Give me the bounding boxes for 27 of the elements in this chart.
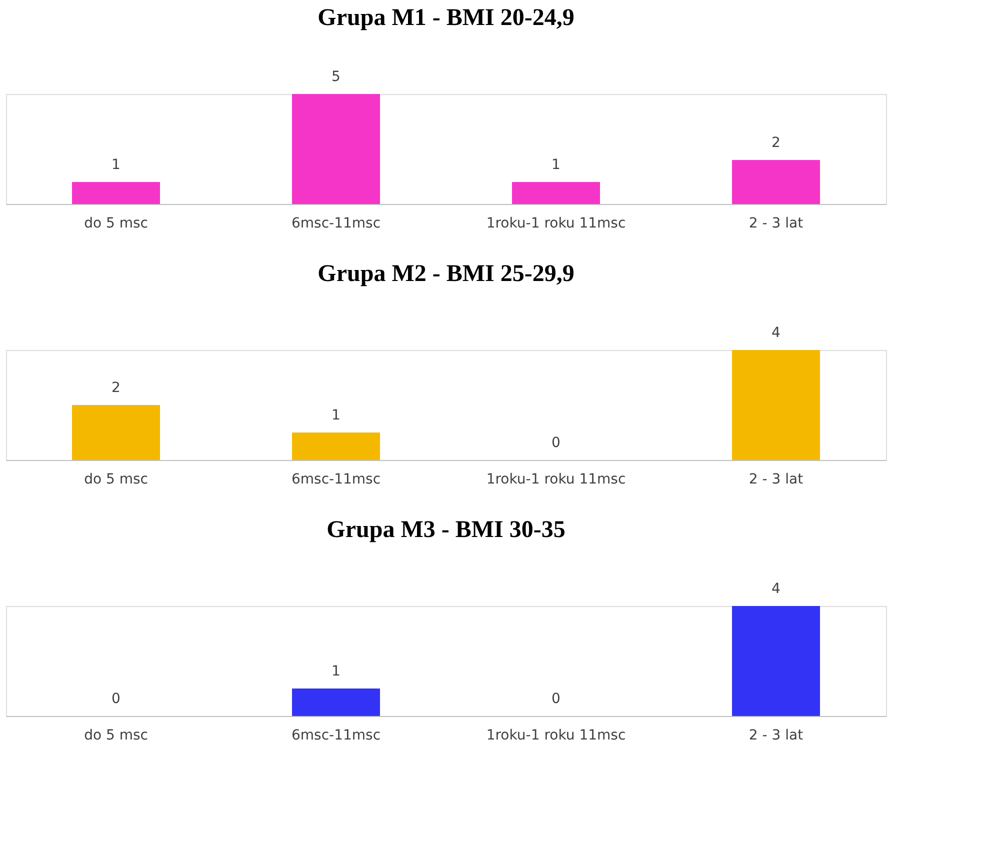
x-tick-label: 1roku-1 roku 11msc <box>486 216 626 232</box>
x-tick-label: 6msc-11msc <box>291 472 381 488</box>
data-label: 5 <box>332 69 340 85</box>
data-label: 1 <box>332 408 340 424</box>
x-tick-label: 6msc-11msc <box>291 216 381 232</box>
x-tick-label: 1roku-1 roku 11msc <box>486 472 626 488</box>
data-label: 2 <box>772 135 780 151</box>
chart-title: Grupa M3 - BMI 30-35 <box>326 517 566 543</box>
data-label: 0 <box>552 691 560 707</box>
data-label: 1 <box>552 157 560 173</box>
x-tick-label: do 5 msc <box>84 472 148 488</box>
x-tick-label: 2 - 3 lat <box>748 472 804 488</box>
x-tick-label: 6msc-11msc <box>291 728 381 744</box>
x-tick-label: 1roku-1 roku 11msc <box>486 728 626 744</box>
data-label: 0 <box>112 691 120 707</box>
data-label: 0 <box>552 435 560 451</box>
data-label: 2 <box>112 380 120 396</box>
x-tick-label: do 5 msc <box>84 216 148 232</box>
data-label: 1 <box>112 157 120 173</box>
data-label: 1 <box>332 664 340 680</box>
data-label: 4 <box>772 325 781 341</box>
chart-title: Grupa M2 - BMI 25-29,9 <box>318 261 574 287</box>
x-tick-label: 2 - 3 lat <box>748 728 804 744</box>
chart-title: Grupa M1 - BMI 20-24,9 <box>318 5 574 31</box>
x-tick-label: 2 - 3 lat <box>748 216 804 232</box>
x-tick-label: do 5 msc <box>84 728 148 744</box>
data-label: 4 <box>772 581 781 597</box>
